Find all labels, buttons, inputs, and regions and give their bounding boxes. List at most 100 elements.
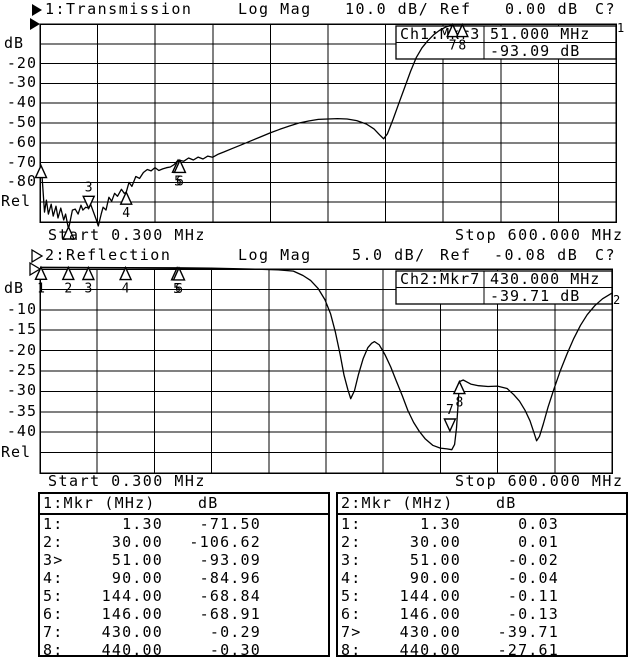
marker-amplitude: -0.30 <box>209 641 261 659</box>
marker-table-row: 3: 51.00 -0.02 <box>338 551 626 569</box>
marker-frequency: 146.00 <box>101 605 163 623</box>
marker-frequency: 440.00 <box>101 641 163 659</box>
marker-frequency: 1.30 <box>420 515 461 533</box>
marker-table-1: 1:Mkr (MHz) dB 1: 1.30 -71.50 2: 30.00 -106.62 3… <box>38 492 330 659</box>
ch2-channel-pointer-icon <box>31 248 44 264</box>
y-axis-unit: dB <box>4 279 25 298</box>
marker-table-row: 2: 30.00 -106.62 <box>40 533 328 551</box>
marker-4-icon <box>119 265 133 281</box>
marker-8-icon <box>452 379 466 395</box>
ch2-markers: 1 2 3 4 56 7 8 <box>34 265 466 433</box>
ch1-grid <box>39 23 617 223</box>
marker-1-label: 1 <box>37 281 45 296</box>
y-axis-rel-label: Rel <box>1 192 32 211</box>
measurement-trace <box>39 266 613 451</box>
y-axis-tick: -20 <box>6 340 37 359</box>
ch1-active-channel-pointer-icon <box>32 4 42 16</box>
ch1-marker-readout: Ch1:Mkr3 <box>400 25 480 43</box>
marker-amplitude: -93.09 <box>199 551 261 569</box>
marker-table-row: 1: 1.30 0.03 <box>338 515 626 533</box>
y-axis-tick: -30 <box>6 73 37 92</box>
marker-frequency: 144.00 <box>399 587 461 605</box>
marker-table-row: 4: 90.00 -84.96 <box>40 569 328 587</box>
marker-table-title: 2:Mkr (MHz) <box>341 494 454 512</box>
marker-4-icon <box>119 190 133 205</box>
marker-amplitude: -84.96 <box>199 569 261 587</box>
marker-6-icon <box>173 158 187 174</box>
marker-7-label: 7 <box>449 39 457 54</box>
marker-table-row: 7: 430.00 -0.29 <box>40 623 328 641</box>
marker-number: 2: <box>341 533 362 551</box>
marker-1-icon <box>34 265 48 280</box>
y-axis-tick: -70 <box>6 152 37 171</box>
marker-6-label: 6 <box>176 174 184 189</box>
marker-number: 3> <box>43 551 64 569</box>
ch2-format: Log Mag <box>238 246 312 264</box>
marker-table-row: 1: 1.30 -71.50 <box>40 515 328 533</box>
marker-4-label: 4 <box>122 206 130 221</box>
marker-3-icon <box>82 195 96 210</box>
marker-amplitude: -0.29 <box>209 623 261 641</box>
marker-7-label: 7 <box>446 403 454 418</box>
marker-amplitude: -0.04 <box>507 569 559 587</box>
ch1-stop-frequency: Stop 600.000 MHz <box>455 226 624 244</box>
ch2-start-frequency: Start 0.300 MHz <box>48 472 206 490</box>
marker-amplitude: -68.91 <box>199 605 261 623</box>
ch1-marker-frequency: 51.000 MHz <box>490 25 590 43</box>
y-axis-tick: -60 <box>6 132 37 151</box>
marker-frequency: 146.00 <box>399 605 461 623</box>
marker-number: 3: <box>341 551 362 569</box>
marker-1-icon <box>34 163 48 179</box>
marker-table-header: 2:Mkr (MHz) dB <box>338 494 626 515</box>
marker-frequency: 430.00 <box>399 623 461 641</box>
marker-number: 8: <box>43 641 64 659</box>
marker-number: 2: <box>43 533 64 551</box>
ch2-grid <box>39 268 613 474</box>
measurement-trace <box>39 23 617 230</box>
marker-2-label: 2 <box>64 281 72 296</box>
marker-frequency: 51.00 <box>111 551 163 569</box>
ch2-trace-number: 2 <box>613 293 620 307</box>
marker-table-unit: dB <box>198 494 219 512</box>
ch2-marker-frequency: 430.000 MHz <box>490 270 600 288</box>
marker-3-label: 3 <box>85 180 93 195</box>
marker-table-row: 8: 440.00 -0.30 <box>40 641 328 659</box>
ch2-annotation: Ch2:Mkr7 430.000 MHz -39.71 dB <box>395 270 613 305</box>
y-axis-tick: -35 <box>6 401 37 420</box>
y-axis-unit: dB <box>4 33 25 52</box>
marker-6-icon <box>172 266 186 281</box>
marker-number: 1: <box>43 515 64 533</box>
ch1-ref-value: 0.00 dB <box>505 0 579 18</box>
y-axis-tick: -80 <box>6 172 37 191</box>
marker-3-icon <box>81 265 95 281</box>
marker-frequency: 30.00 <box>111 533 163 551</box>
marker-7-icon <box>443 418 457 433</box>
marker-table-row: 6: 146.00 -0.13 <box>338 605 626 623</box>
marker-number: 5: <box>43 587 64 605</box>
marker-table-row: 5: 144.00 -68.84 <box>40 587 328 605</box>
ch1-trace-number: 1 <box>617 21 624 35</box>
y-axis-tick: -30 <box>6 381 37 400</box>
marker-2-icon <box>61 225 76 240</box>
marker-2-icon <box>61 265 75 281</box>
ch1-ref-level-marker-icon <box>30 18 40 30</box>
marker-number: 5: <box>341 587 362 605</box>
graticule-border <box>39 268 613 474</box>
marker-amplitude: -39.71 <box>497 623 559 641</box>
ch2-ref-label: Ref <box>440 246 472 264</box>
marker-number: 4: <box>43 569 64 587</box>
ch1-annotation: Ch1:Mkr3 51.000 MHz -93.09 dB <box>395 25 617 60</box>
marker-amplitude: -68.84 <box>199 587 261 605</box>
ch2-ref-level-marker-icon <box>29 261 42 277</box>
y-axis-rel-label: Rel <box>1 442 32 461</box>
ch1-marker-value: -93.09 dB <box>490 42 580 60</box>
y-axis-tick: -40 <box>6 422 37 441</box>
ch1-cal-status: C? <box>595 0 617 18</box>
marker-table-row: 3> 51.00 -93.09 <box>40 551 328 569</box>
marker-number: 7> <box>341 623 362 641</box>
marker-number: 7: <box>43 623 64 641</box>
marker-5-label: 5 <box>174 174 182 189</box>
